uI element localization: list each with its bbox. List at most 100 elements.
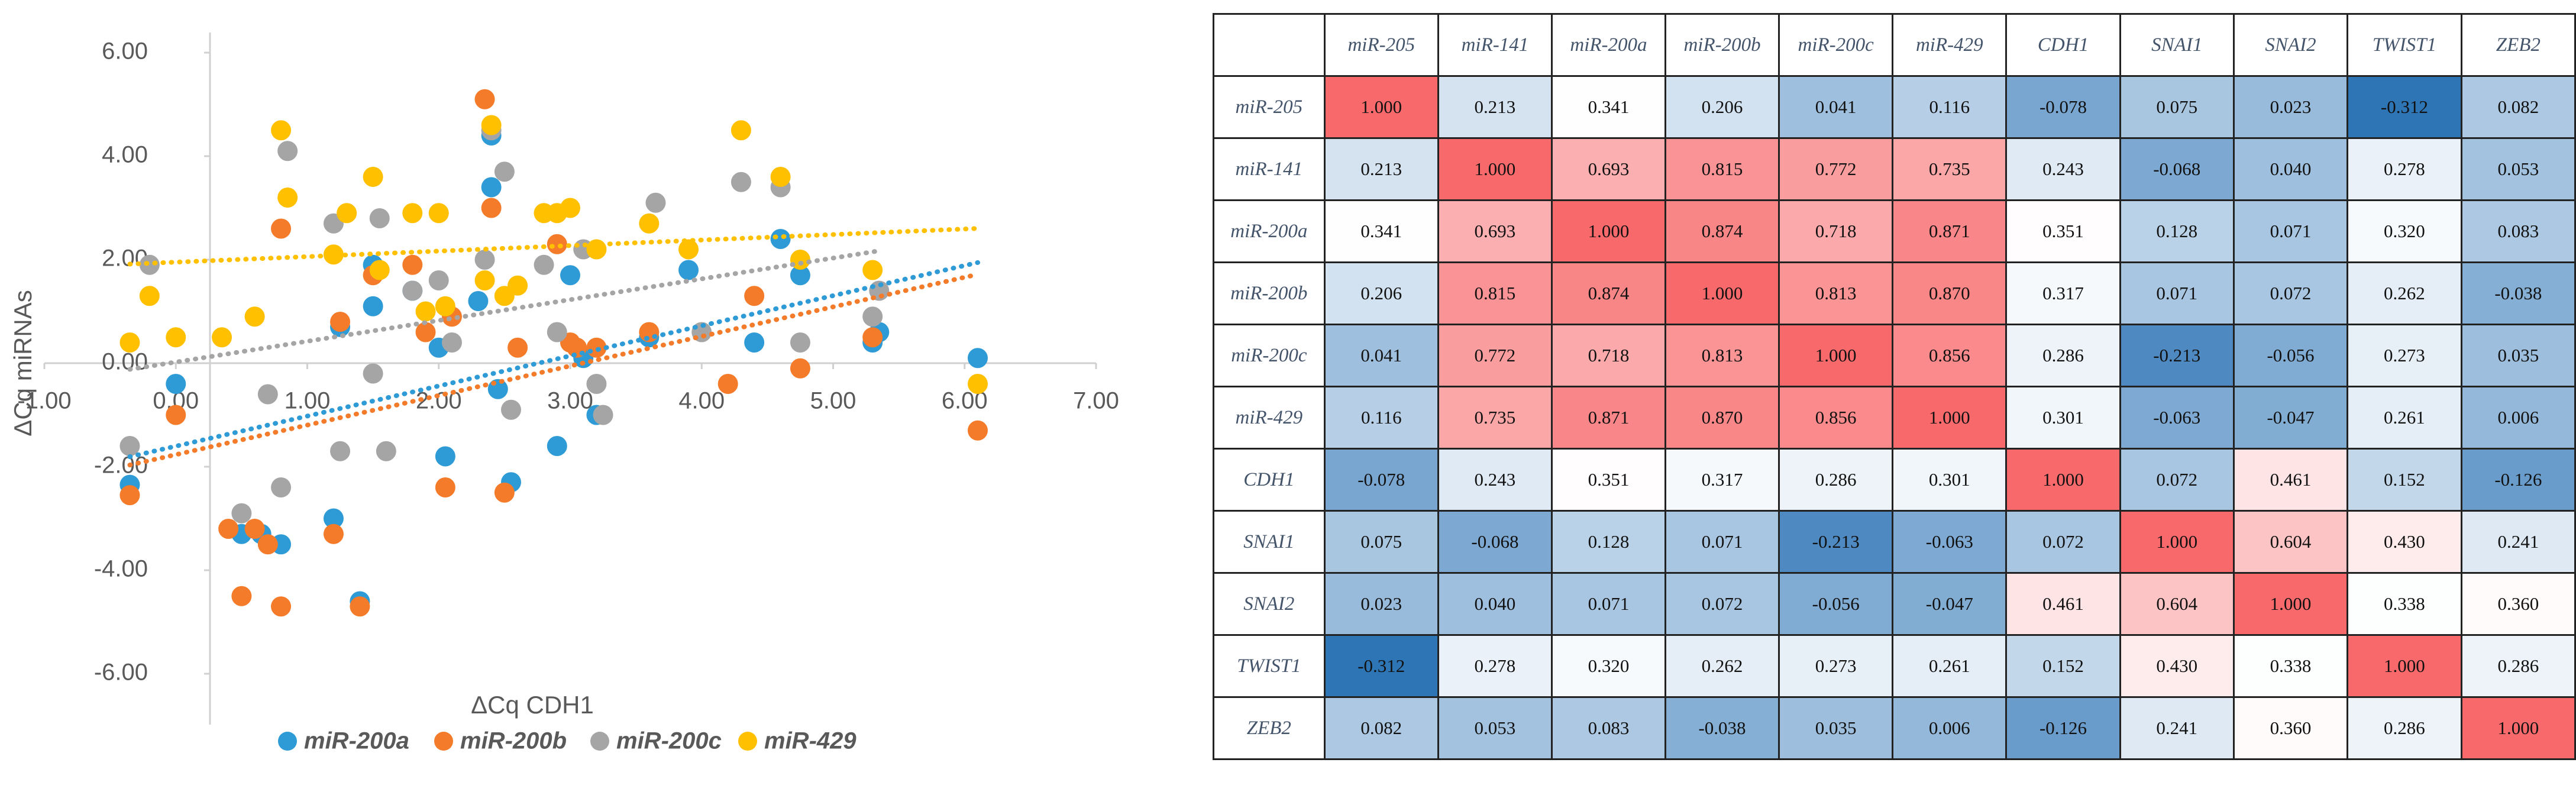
data-point — [586, 374, 607, 394]
data-point — [330, 312, 351, 332]
table-cell: 0.278 — [1437, 634, 1553, 698]
table-cell: 0.430 — [2346, 510, 2462, 574]
data-point — [862, 306, 883, 327]
data-point — [560, 198, 580, 218]
table-cell: 0.206 — [1323, 261, 1439, 325]
table-cell: 0.317 — [2005, 261, 2121, 325]
table-cell: -0.056 — [1778, 572, 1894, 636]
table-cell: 1.000 — [2460, 696, 2576, 760]
table-cell: 0.735 — [1437, 386, 1553, 450]
table-cell: 0.082 — [2460, 75, 2576, 139]
table-cell: 0.006 — [2460, 386, 2576, 450]
table-cell: 0.241 — [2119, 696, 2235, 760]
table-cell: 0.813 — [1664, 324, 1780, 387]
corner-cell — [1213, 13, 1326, 77]
y-tick-label: -6.00 — [94, 660, 148, 686]
y-tick-label: -4.00 — [94, 556, 148, 582]
data-point — [435, 477, 455, 497]
data-point — [402, 254, 423, 275]
table-cell: 0.815 — [1664, 137, 1780, 201]
table-cell: -0.078 — [2005, 75, 2121, 139]
column-header: miR-429 — [1892, 13, 2008, 77]
table-cell: -0.038 — [1664, 696, 1780, 760]
data-point — [967, 374, 988, 394]
y-tick-label: 6.00 — [102, 38, 148, 64]
data-point — [593, 405, 613, 425]
table-cell: -0.056 — [2232, 324, 2349, 387]
table-cell: 0.041 — [1778, 75, 1894, 139]
data-point — [323, 508, 344, 529]
row-header: miR-200b — [1213, 261, 1326, 325]
row-header: miR-200c — [1213, 324, 1326, 387]
data-point — [212, 327, 232, 348]
data-point — [547, 322, 567, 342]
table-cell: 0.461 — [2232, 448, 2349, 512]
data-point — [770, 167, 791, 187]
data-point — [560, 265, 580, 286]
x-axis-title: ΔCq CDH1 — [471, 691, 594, 719]
data-point — [271, 596, 292, 617]
column-header: SNAI2 — [2232, 13, 2349, 77]
table-cell: 0.262 — [1664, 634, 1780, 698]
table-cell: 0.718 — [1778, 199, 1894, 263]
column-header: SNAI1 — [2119, 13, 2235, 77]
data-point — [441, 332, 462, 353]
y-axis-title: ΔCq miRNAs — [9, 290, 37, 436]
data-point — [508, 275, 528, 296]
data-point — [967, 420, 988, 441]
data-point — [244, 306, 265, 327]
data-point — [547, 436, 567, 456]
data-point — [218, 519, 239, 539]
data-point — [645, 192, 666, 213]
legend-marker — [278, 732, 297, 751]
data-point — [323, 523, 344, 544]
data-point — [415, 322, 436, 342]
table-cell: 0.072 — [1664, 572, 1780, 636]
table-row: miR-200a 0.341 0.693 1.000 0.874 0.718 0.871 0.… — [1213, 199, 2576, 263]
data-point — [494, 482, 515, 503]
data-point — [586, 239, 607, 260]
table-cell: -0.047 — [1892, 572, 2008, 636]
table-cell: 0.604 — [2232, 510, 2349, 574]
row-header: ZEB2 — [1213, 696, 1326, 760]
table-cell: 0.053 — [2460, 137, 2576, 201]
data-point — [481, 198, 502, 218]
table-cell: 0.735 — [1892, 137, 2008, 201]
legend-marker — [434, 732, 453, 751]
data-point — [363, 363, 383, 384]
column-header: miR-205 — [1323, 13, 1439, 77]
data-point — [744, 286, 765, 306]
data-point — [166, 327, 186, 348]
table-cell: 0.815 — [1437, 261, 1553, 325]
table-cell: -0.213 — [2119, 324, 2235, 387]
table-cell: 1.000 — [1550, 199, 1666, 263]
table-cell: 0.072 — [2232, 261, 2349, 325]
table-cell: 0.693 — [1550, 137, 1666, 201]
table-cell: 0.360 — [2232, 696, 2349, 760]
table-cell: 0.320 — [2346, 199, 2462, 263]
table-cell: -0.068 — [1437, 510, 1553, 574]
data-point — [731, 172, 751, 192]
table-cell: 0.152 — [2346, 448, 2462, 512]
data-point — [862, 327, 883, 348]
table-cell: 0.286 — [1778, 448, 1894, 512]
data-point — [717, 374, 738, 394]
data-point — [166, 405, 186, 425]
table-cell: 0.273 — [1778, 634, 1894, 698]
table-cell: 0.874 — [1550, 261, 1666, 325]
data-point — [402, 203, 423, 224]
row-header: miR-205 — [1213, 75, 1326, 139]
row-header: miR-200a — [1213, 199, 1326, 263]
column-header: miR-200b — [1664, 13, 1780, 77]
x-tick-label: 4.00 — [678, 388, 725, 414]
y-tick-label: 0.00 — [102, 349, 148, 375]
table-row: miR-429 0.116 0.735 0.871 0.870 0.856 1.000 0.3… — [1213, 386, 2576, 450]
data-point — [271, 477, 292, 497]
table-cell: -0.063 — [2119, 386, 2235, 450]
table-row: miR-205 1.000 0.213 0.341 0.206 0.041 0.116 -0.… — [1213, 75, 2576, 139]
table-cell: 0.082 — [1323, 696, 1439, 760]
data-point — [369, 208, 390, 228]
table-cell: 0.072 — [2005, 510, 2121, 574]
data-point — [586, 337, 607, 358]
table-row: SNAI1 0.075 -0.068 0.128 0.071 -0.213 -0.063 0.… — [1213, 510, 2576, 574]
